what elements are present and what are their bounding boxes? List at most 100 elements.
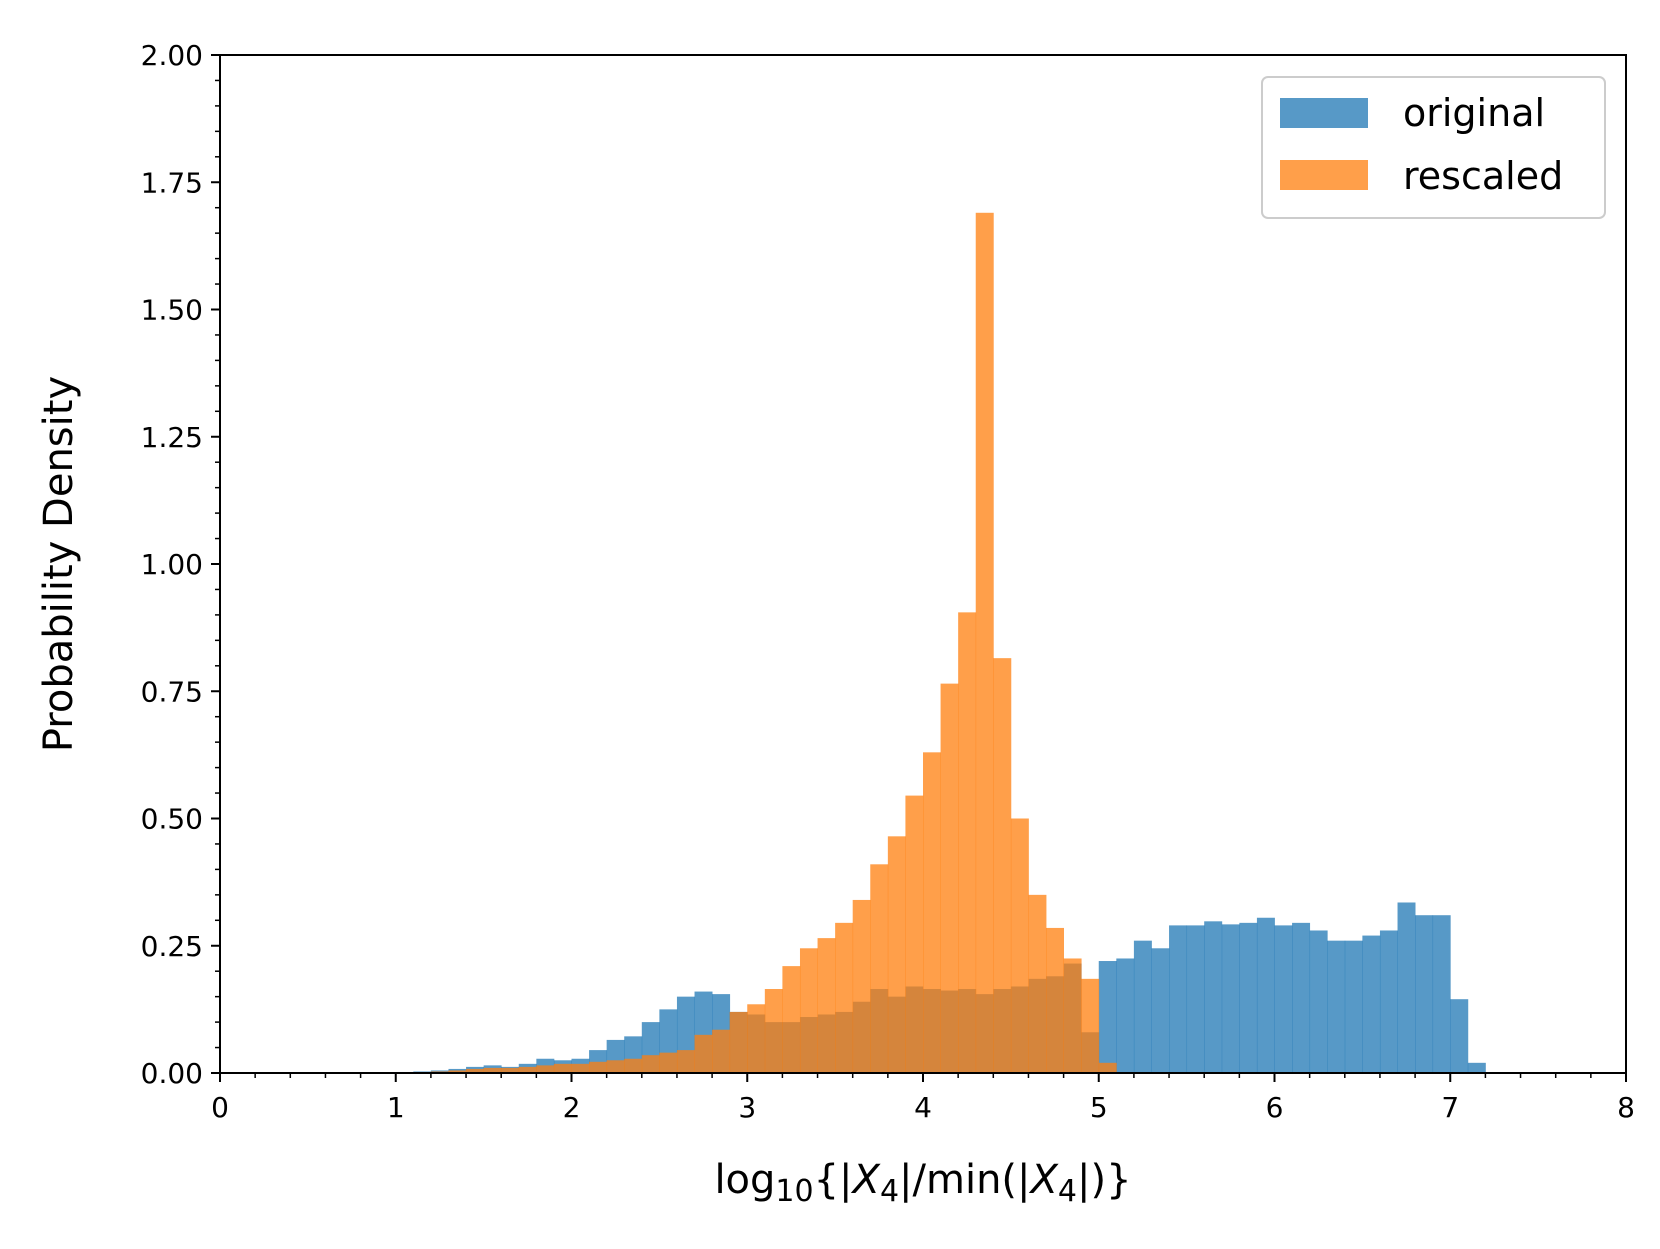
y-tick-label: 0.00 [141, 1057, 203, 1090]
bar [993, 658, 1012, 1073]
bar [571, 1063, 590, 1073]
bar [817, 938, 836, 1073]
bar [1450, 999, 1469, 1073]
bar [852, 899, 871, 1073]
bar [1467, 1062, 1486, 1073]
bar [448, 1070, 467, 1073]
y-tick-label: 1.50 [141, 294, 203, 327]
bar [694, 1034, 713, 1073]
bars-layer [395, 212, 1486, 1074]
bar [747, 1004, 766, 1073]
bar [1221, 924, 1240, 1073]
x-axis-label-sub: 4 [880, 1174, 899, 1209]
bar [1327, 940, 1346, 1073]
bar [1292, 922, 1311, 1073]
x-tick-label: 2 [563, 1091, 581, 1124]
bar [799, 948, 818, 1073]
series-rescaled [430, 212, 1117, 1074]
bar [1186, 925, 1205, 1073]
x-tick-label: 6 [1266, 1091, 1284, 1124]
x-axis-label-open: {| [814, 1157, 853, 1203]
x-axis-label-var: X [1029, 1157, 1060, 1203]
x-axis-label-log: log [714, 1157, 775, 1203]
y-tick-label: 2.00 [141, 39, 203, 72]
bar [536, 1065, 555, 1073]
x-axis-label-base: 10 [775, 1174, 813, 1209]
x-axis-label-mid: |/min(| [899, 1157, 1030, 1203]
y-axis-label: Probability Density [36, 376, 82, 752]
bar [606, 1060, 625, 1073]
x-tick-label: 4 [914, 1091, 932, 1124]
bar [923, 752, 941, 1073]
bar [905, 795, 924, 1073]
y-tick-label: 1.75 [141, 166, 203, 199]
y-tick-label: 0.75 [141, 675, 203, 708]
bar [589, 1061, 608, 1073]
bar [1415, 915, 1434, 1073]
legend: original rescaled [1261, 76, 1606, 219]
bar [1169, 925, 1188, 1073]
bar [712, 1029, 731, 1073]
y-tick-label: 1.00 [141, 548, 203, 581]
bar [1274, 925, 1293, 1073]
bar [940, 683, 959, 1073]
bar [1204, 921, 1223, 1073]
bar [1432, 915, 1451, 1073]
bar [764, 989, 783, 1073]
bar [624, 1058, 643, 1073]
bar [1028, 894, 1047, 1073]
bar [518, 1066, 537, 1073]
bar [676, 1050, 695, 1073]
x-tick-label: 8 [1617, 1091, 1635, 1124]
bar [1116, 958, 1135, 1073]
x-axis-label: log10{|X4|/min(|X4|)} [714, 1157, 1131, 1209]
x-axis-label-sub: 4 [1058, 1174, 1077, 1209]
bar [887, 836, 906, 1073]
x-tick-label: 3 [738, 1091, 756, 1124]
bar [1379, 930, 1398, 1073]
bar [1133, 940, 1152, 1073]
bar [1309, 930, 1328, 1073]
bar [1098, 1062, 1117, 1073]
bar [1081, 978, 1100, 1073]
bar [835, 922, 854, 1073]
bar [553, 1063, 572, 1073]
x-tick-label: 0 [211, 1091, 229, 1124]
major-ticks-layer: 0 1 2 3 4 5 6 7 8 0.00 0.25 0.50 0.75 1.00 1.25 1.50 1.7… [141, 39, 1635, 1124]
legend-swatch-rescaled [1280, 160, 1368, 190]
x-tick-label: 1 [387, 1091, 405, 1124]
bar [1256, 917, 1275, 1073]
legend-label-original: original [1403, 91, 1545, 135]
bar [501, 1067, 520, 1073]
y-tick-label: 1.25 [141, 421, 203, 454]
bar [483, 1067, 502, 1073]
x-tick-label: 5 [1090, 1091, 1108, 1124]
bar [1397, 902, 1416, 1073]
x-axis-label-var: X [851, 1157, 882, 1203]
y-tick-label: 0.50 [141, 803, 203, 836]
bar [729, 1011, 748, 1073]
y-tick-label: 0.25 [141, 930, 203, 963]
bar [659, 1052, 678, 1073]
bar [641, 1055, 660, 1073]
bar [975, 212, 994, 1074]
legend-label-rescaled: rescaled [1403, 154, 1563, 198]
bar [1010, 818, 1029, 1073]
bar [1151, 948, 1170, 1073]
bar [1239, 922, 1258, 1073]
bar [1344, 940, 1363, 1073]
x-axis-label-close: |)} [1077, 1157, 1132, 1203]
bar [1098, 961, 1117, 1073]
bar [1362, 935, 1381, 1073]
plot-frame [219, 54, 1627, 1074]
bar [1063, 958, 1082, 1073]
bar [466, 1068, 485, 1073]
x-tick-label: 7 [1441, 1091, 1459, 1124]
bar [782, 966, 801, 1073]
bar [1046, 927, 1064, 1073]
legend-swatch-original [1280, 98, 1368, 128]
bar [870, 864, 889, 1073]
bar [958, 612, 977, 1073]
